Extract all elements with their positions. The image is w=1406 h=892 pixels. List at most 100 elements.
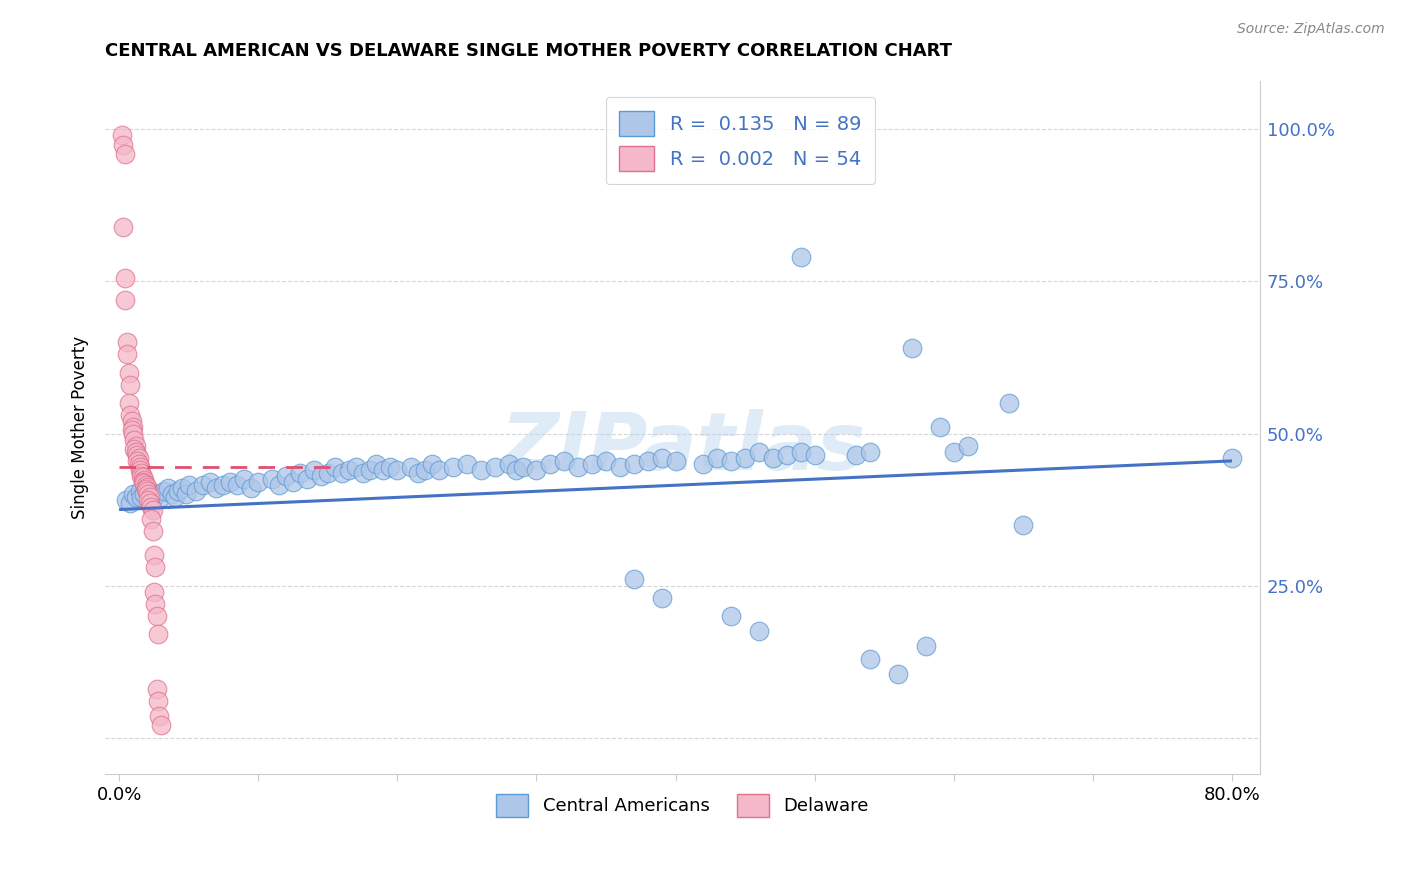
Point: [120, 409, 142, 423]
Point: [117, 335, 139, 350]
Point: [163, 491, 186, 505]
Point: [651, 591, 673, 605]
Point: [131, 469, 153, 483]
Point: [803, 448, 825, 462]
Point: [352, 466, 374, 480]
Point: [121, 424, 143, 438]
Point: [595, 454, 617, 468]
Point: [184, 484, 207, 499]
Point: [138, 496, 160, 510]
Point: [139, 500, 162, 514]
Point: [134, 487, 156, 501]
Point: [111, 128, 134, 143]
Point: [142, 491, 165, 505]
Point: [269, 478, 291, 492]
Point: [112, 219, 135, 234]
Point: [145, 609, 167, 624]
Point: [706, 450, 728, 465]
Point: [135, 483, 157, 497]
Point: [118, 396, 141, 410]
Point: [420, 457, 443, 471]
Point: [1012, 517, 1035, 532]
Point: [117, 347, 139, 361]
Point: [170, 481, 193, 495]
Point: [141, 524, 163, 538]
Point: [337, 463, 360, 477]
Point: [247, 475, 270, 490]
Point: [399, 460, 422, 475]
Point: [526, 463, 548, 477]
Point: [859, 651, 882, 665]
Point: [1220, 450, 1243, 465]
Point: [720, 609, 742, 624]
Point: [776, 448, 799, 462]
Point: [129, 484, 152, 499]
Point: [112, 137, 135, 152]
Point: [366, 457, 388, 471]
Point: [538, 457, 561, 471]
Point: [651, 450, 673, 465]
Text: Source: ZipAtlas.com: Source: ZipAtlas.com: [1237, 22, 1385, 37]
Point: [512, 460, 534, 475]
Point: [316, 466, 339, 480]
Point: [859, 444, 882, 458]
Legend: Central Americans, Delaware: Central Americans, Delaware: [489, 787, 876, 824]
Point: [387, 463, 409, 477]
Point: [262, 472, 284, 486]
Point: [427, 463, 450, 477]
Point: [124, 433, 146, 447]
Point: [790, 444, 813, 458]
Point: [139, 511, 162, 525]
Point: [127, 454, 149, 468]
Point: [177, 478, 200, 492]
Point: [998, 396, 1021, 410]
Point: [233, 472, 256, 486]
Point: [114, 293, 136, 307]
Point: [132, 475, 155, 490]
Point: [309, 469, 332, 483]
Point: [762, 450, 785, 465]
Point: [121, 414, 143, 428]
Point: [120, 496, 142, 510]
Point: [145, 487, 167, 501]
Point: [136, 481, 159, 495]
Point: [191, 478, 214, 492]
Point: [295, 472, 318, 486]
Point: [748, 624, 770, 639]
Point: [114, 146, 136, 161]
Point: [505, 463, 527, 477]
Point: [623, 573, 645, 587]
Point: [623, 457, 645, 471]
Point: [734, 450, 756, 465]
Point: [205, 481, 228, 495]
Point: [288, 466, 311, 480]
Point: [581, 457, 603, 471]
Point: [928, 420, 950, 434]
Point: [136, 484, 159, 499]
Point: [125, 439, 148, 453]
Point: [790, 250, 813, 264]
Point: [553, 454, 575, 468]
Point: [115, 493, 138, 508]
Point: [845, 448, 868, 462]
Point: [152, 484, 174, 499]
Point: [125, 444, 148, 458]
Point: [567, 460, 589, 475]
Point: [637, 454, 659, 468]
Point: [134, 473, 156, 487]
Point: [498, 457, 520, 471]
Point: [720, 454, 742, 468]
Point: [138, 493, 160, 508]
Point: [148, 709, 170, 723]
Text: CENTRAL AMERICAN VS DELAWARE SINGLE MOTHER POVERTY CORRELATION CHART: CENTRAL AMERICAN VS DELAWARE SINGLE MOTH…: [105, 42, 952, 60]
Point: [484, 460, 506, 475]
Point: [406, 466, 429, 480]
Point: [124, 442, 146, 456]
Point: [942, 444, 965, 458]
Point: [226, 478, 249, 492]
Point: [138, 484, 160, 499]
Point: [166, 484, 188, 499]
Point: [142, 548, 165, 562]
Point: [143, 597, 166, 611]
Point: [131, 491, 153, 505]
